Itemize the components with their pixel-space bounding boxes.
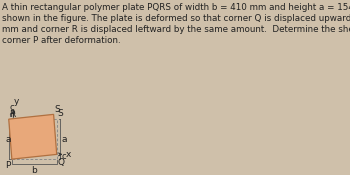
Text: y: y	[14, 97, 19, 106]
Text: S: S	[57, 109, 63, 118]
Text: c: c	[61, 152, 66, 161]
Text: shown in the figure. The plate is deformed so that corner Q is displaced upward : shown in the figure. The plate is deform…	[2, 14, 350, 23]
Text: c: c	[9, 103, 14, 113]
Polygon shape	[9, 114, 57, 159]
Text: a: a	[62, 135, 67, 144]
Text: x: x	[66, 150, 71, 159]
Text: S: S	[54, 105, 60, 114]
Text: A thin rectangular polymer plate PQRS of width b = 410 mm and height a = 154 mm : A thin rectangular polymer plate PQRS of…	[2, 3, 350, 12]
Text: R: R	[9, 110, 15, 119]
Text: P: P	[5, 161, 10, 170]
Text: mm and corner R is displaced leftward by the same amount.  Determine the shear s: mm and corner R is displaced leftward by…	[2, 25, 350, 34]
Text: b: b	[32, 166, 37, 175]
Text: a: a	[5, 135, 11, 144]
Text: Q: Q	[57, 158, 64, 167]
Text: corner P after deformation.: corner P after deformation.	[2, 36, 121, 45]
